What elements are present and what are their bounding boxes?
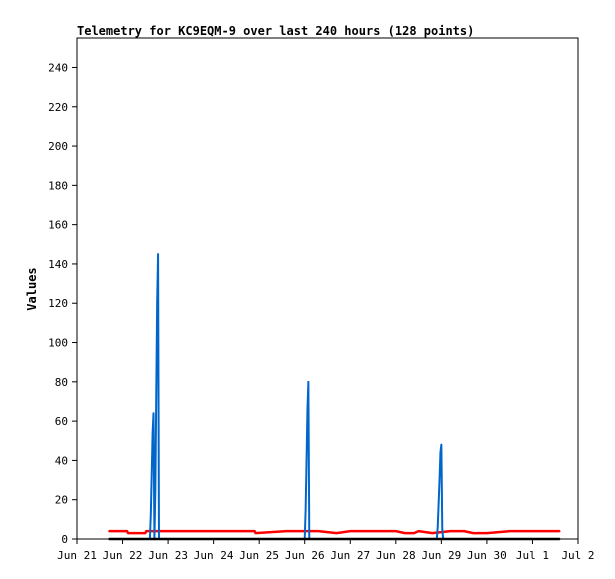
y-tick-label: 200 (48, 140, 68, 153)
data-point (508, 530, 511, 532)
y-tick-label: 120 (48, 297, 68, 310)
y-tick-label: 60 (55, 415, 68, 428)
series-group (108, 253, 561, 541)
x-tick-label: Jun 30 (467, 549, 507, 562)
x-tick-label: Jul 1 (516, 549, 549, 562)
x-tick-label: Jul 2 (561, 549, 594, 562)
series-line-2 (108, 253, 560, 540)
data-point (372, 530, 374, 532)
data-point (149, 514, 152, 517)
data-point (145, 530, 148, 532)
data-point (212, 530, 215, 532)
x-tick-label: Jun 22 (103, 549, 143, 562)
x-tick-label: Jun 26 (285, 549, 325, 562)
y-tick-label: 0 (61, 533, 68, 546)
data-point (305, 459, 308, 462)
y-tick-label: 240 (48, 61, 68, 74)
data-point (155, 394, 158, 397)
data-point (436, 526, 439, 529)
data-point (156, 302, 158, 305)
data-point (307, 381, 310, 383)
data-point (413, 532, 415, 534)
data-point (152, 412, 155, 415)
x-tick-label: Jun 21 (57, 549, 97, 562)
data-point (440, 443, 443, 446)
x-tick-label: Jun 28 (376, 549, 416, 562)
chart-title: Telemetry for KC9EQM-9 over last 240 hou… (77, 24, 474, 38)
data-point (151, 432, 154, 434)
data-point (558, 530, 561, 532)
data-point (439, 451, 442, 454)
data-point (317, 530, 320, 532)
data-point (176, 530, 178, 532)
y-tick-label: 140 (48, 258, 68, 271)
data-point (417, 530, 420, 532)
x-tick-label: Jun 25 (239, 549, 279, 562)
data-point (108, 530, 110, 532)
data-point (154, 489, 157, 491)
data-point (404, 532, 406, 534)
x-tick-label: Jun 23 (148, 549, 188, 562)
data-point (144, 532, 147, 534)
data-point (349, 530, 352, 532)
data-point (126, 530, 128, 532)
data-point (254, 532, 257, 534)
data-point (531, 530, 534, 532)
y-tick-label: 160 (48, 219, 68, 232)
data-point (449, 530, 452, 532)
data-point (150, 475, 153, 477)
x-tick-label: Jun 27 (330, 549, 370, 562)
data-point (472, 532, 475, 534)
y-tick-label: 220 (48, 101, 68, 114)
y-tick-label: 40 (55, 454, 68, 467)
data-point (441, 528, 444, 530)
y-tick-label: 20 (55, 494, 68, 507)
data-point (395, 530, 397, 532)
y-tick-label: 100 (48, 337, 68, 350)
y-tick-label: 180 (48, 179, 68, 192)
data-point (108, 538, 110, 540)
data-point (157, 253, 159, 255)
data-point (304, 508, 307, 511)
x-tick-label: Jun 29 (421, 549, 461, 562)
y-axis-label: Values (25, 267, 39, 310)
data-point (437, 502, 440, 505)
data-point (438, 479, 441, 481)
data-point (486, 532, 488, 534)
data-point (285, 530, 288, 532)
data-point (127, 532, 129, 534)
y-axis: 0 20 40 60 80 100 120 140 160 180 200 220 240 (48, 61, 77, 546)
data-point (253, 530, 256, 532)
x-tick-label: Jun 24 (194, 549, 234, 562)
x-axis: Jun 21 Jun 22 Jun 23 Jun 24 Jun 25 Jun 26 Jun … (57, 539, 595, 562)
y-tick-label: 80 (55, 376, 68, 389)
data-point (463, 530, 465, 532)
data-point (335, 532, 338, 534)
data-point (558, 538, 561, 540)
data-point (431, 532, 434, 534)
data-point (306, 408, 309, 411)
